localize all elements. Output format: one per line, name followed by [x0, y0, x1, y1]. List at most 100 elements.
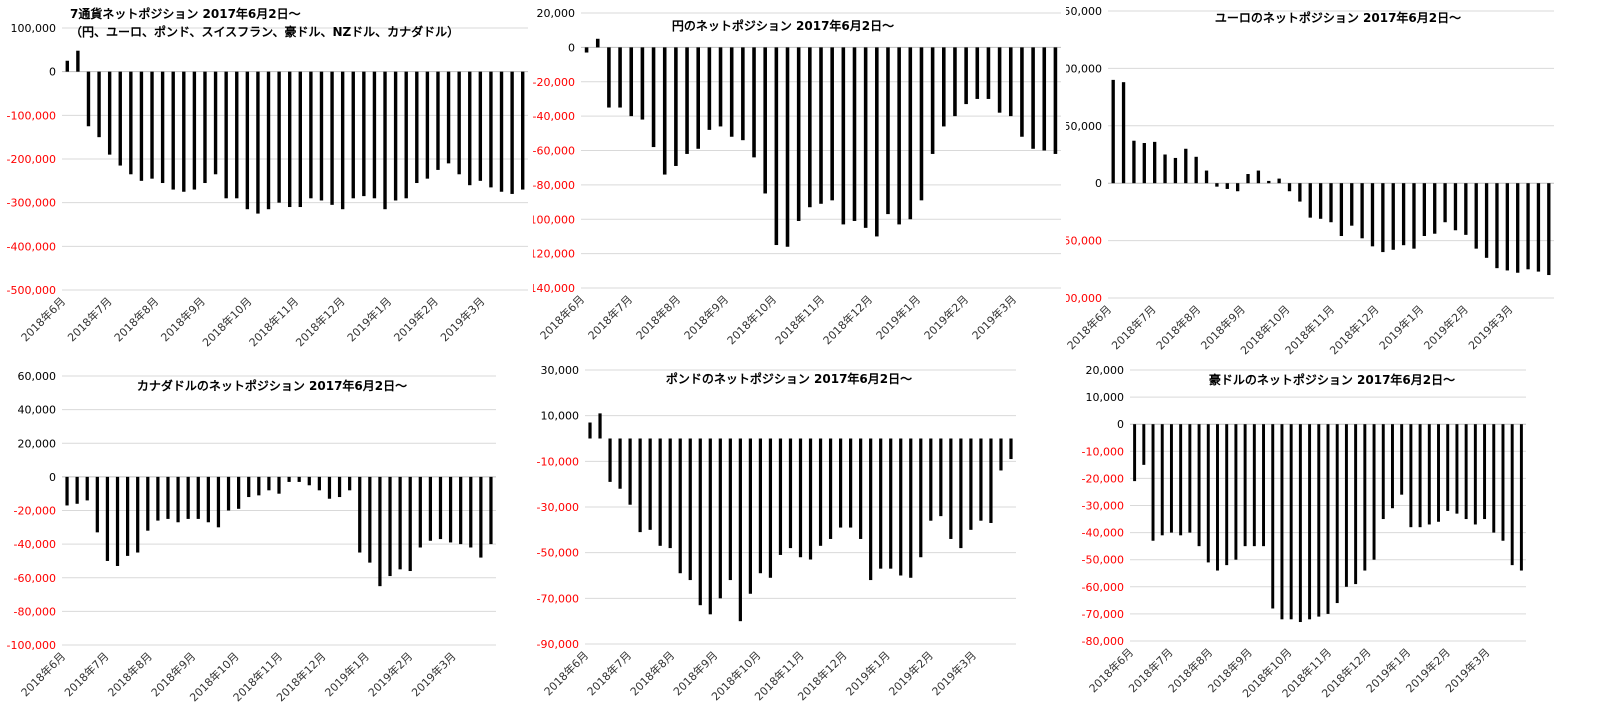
- bar: [459, 476, 463, 545]
- bar: [1372, 424, 1376, 560]
- bar: [919, 438, 923, 558]
- bar: [160, 71, 165, 184]
- bar: [1400, 424, 1404, 495]
- aud-chart-svg: 20,000 10,000 0 -10,000 -20,000 -30,000 -40,00…: [1082, 364, 1526, 700]
- bar: [964, 47, 968, 105]
- bar: [1519, 424, 1523, 571]
- bar: [662, 47, 667, 175]
- bar: [1453, 183, 1458, 231]
- y-tick-label: 0: [49, 66, 56, 79]
- y-tick-label: 60,000: [18, 370, 57, 383]
- y-tick-label: -100,000: [7, 639, 56, 652]
- bar: [1179, 424, 1183, 536]
- y-tick-label: -50,000: [537, 547, 579, 560]
- bar: [838, 438, 843, 528]
- bar: [708, 438, 712, 615]
- y-tick-label: -30,000: [537, 501, 579, 514]
- x-tick-label: 2018年7月: [584, 648, 634, 698]
- bar: [875, 47, 879, 237]
- bar: [398, 476, 402, 570]
- bar: [763, 47, 767, 194]
- yen-chart-svg: 20,000 0 -20,000 -40,000 -60,000 -80,000 -100,…: [533, 7, 1061, 347]
- aud-chart: 20,000 10,000 0 -10,000 -20,000 -30,000 -40,00…: [1066, 361, 1599, 721]
- bar: [818, 438, 823, 546]
- bar: [889, 438, 893, 569]
- bar: [1492, 424, 1496, 533]
- bar: [1501, 424, 1505, 541]
- x-tick-label: 2018年7月: [585, 292, 635, 342]
- bar: [1446, 424, 1450, 511]
- bar: [1225, 424, 1229, 566]
- cad-chart: 60,000 40,000 20,000 0 -20,000 -40,000 -60,000…: [0, 361, 533, 721]
- bar: [729, 47, 734, 137]
- bar: [327, 476, 332, 499]
- bar: [1437, 424, 1440, 522]
- bar: [1335, 424, 1339, 604]
- bar: [1317, 424, 1321, 617]
- y-tick-label: -90,000: [537, 638, 579, 651]
- bar: [1169, 424, 1173, 533]
- bar: [975, 47, 980, 99]
- bar: [696, 47, 700, 149]
- bar: [166, 476, 170, 519]
- y-tick-label: -40,000: [1082, 527, 1124, 540]
- bar: [1142, 424, 1146, 465]
- bar: [1289, 424, 1293, 620]
- bar: [317, 476, 321, 491]
- y-tick-label: -10,000: [537, 455, 579, 468]
- x-tick-label: 2018年8月: [111, 294, 161, 344]
- bar: [428, 476, 433, 541]
- x-tick-label: 2018年12月: [820, 292, 875, 347]
- bar: [1234, 424, 1238, 560]
- y-tick-label: -80,000: [14, 605, 56, 618]
- y-tick-label: -200,000: [7, 153, 56, 166]
- bar: [237, 476, 241, 509]
- seven-currency-chart-svg: 100,000 0 -100,000 -200,000 -300,000 -400,000…: [7, 6, 528, 349]
- bar: [1160, 424, 1164, 536]
- x-tick-label: 2018年7月: [1109, 302, 1159, 352]
- bar: [1391, 183, 1395, 250]
- x-tick-label: 2018年10月: [724, 292, 779, 347]
- y-tick-label: 0: [49, 471, 56, 484]
- bar: [1008, 47, 1013, 117]
- chart-title: カナダドルのネットポジション 2017年6月2日～: [137, 378, 407, 393]
- x-tick-label: 2019年3月: [409, 649, 459, 699]
- bar: [774, 47, 779, 246]
- y-tick-label: 0: [1117, 418, 1124, 431]
- bar: [499, 71, 504, 192]
- bar: [1495, 183, 1499, 269]
- bar: [267, 476, 271, 491]
- bar: [1053, 47, 1058, 154]
- bar: [1042, 47, 1047, 151]
- bar: [788, 438, 793, 549]
- bar: [266, 71, 271, 210]
- bar: [438, 476, 443, 540]
- bar: [257, 476, 261, 496]
- euro-chart: 150,000100,00050,0000-50,000-100,0002018…: [1066, 0, 1599, 360]
- bar: [415, 71, 419, 184]
- x-tick-label: 2018年6月: [537, 292, 587, 342]
- bar: [95, 476, 99, 533]
- bar: [674, 47, 678, 166]
- y-tick-label: 0: [1095, 177, 1102, 190]
- chart-title: ユーロのネットポジション 2017年6月2日～: [1215, 10, 1461, 25]
- bar: [929, 438, 933, 521]
- bar: [206, 476, 210, 523]
- x-tick-label: 2019年1月: [873, 292, 923, 342]
- bar: [939, 438, 943, 517]
- bar: [1363, 424, 1367, 571]
- chart-title: ポンドのネットポジション 2017年6月2日～: [666, 371, 912, 386]
- bar: [897, 47, 901, 225]
- y-tick-label: -80,000: [1082, 635, 1124, 648]
- bar: [741, 47, 745, 141]
- bar: [383, 71, 387, 210]
- x-tick-label: 2019年3月: [929, 648, 979, 698]
- bar: [608, 438, 612, 482]
- euro-chart-svg: 150,000100,00050,0000-50,000-100,0002018…: [1066, 5, 1554, 357]
- bar: [752, 47, 756, 158]
- bar: [628, 438, 632, 505]
- y-tick-label: -70,000: [1082, 608, 1124, 621]
- bar: [1370, 183, 1375, 247]
- yen-chart: 20,000 0 -20,000 -40,000 -60,000 -80,000 -100,…: [533, 0, 1066, 360]
- bar: [828, 438, 833, 539]
